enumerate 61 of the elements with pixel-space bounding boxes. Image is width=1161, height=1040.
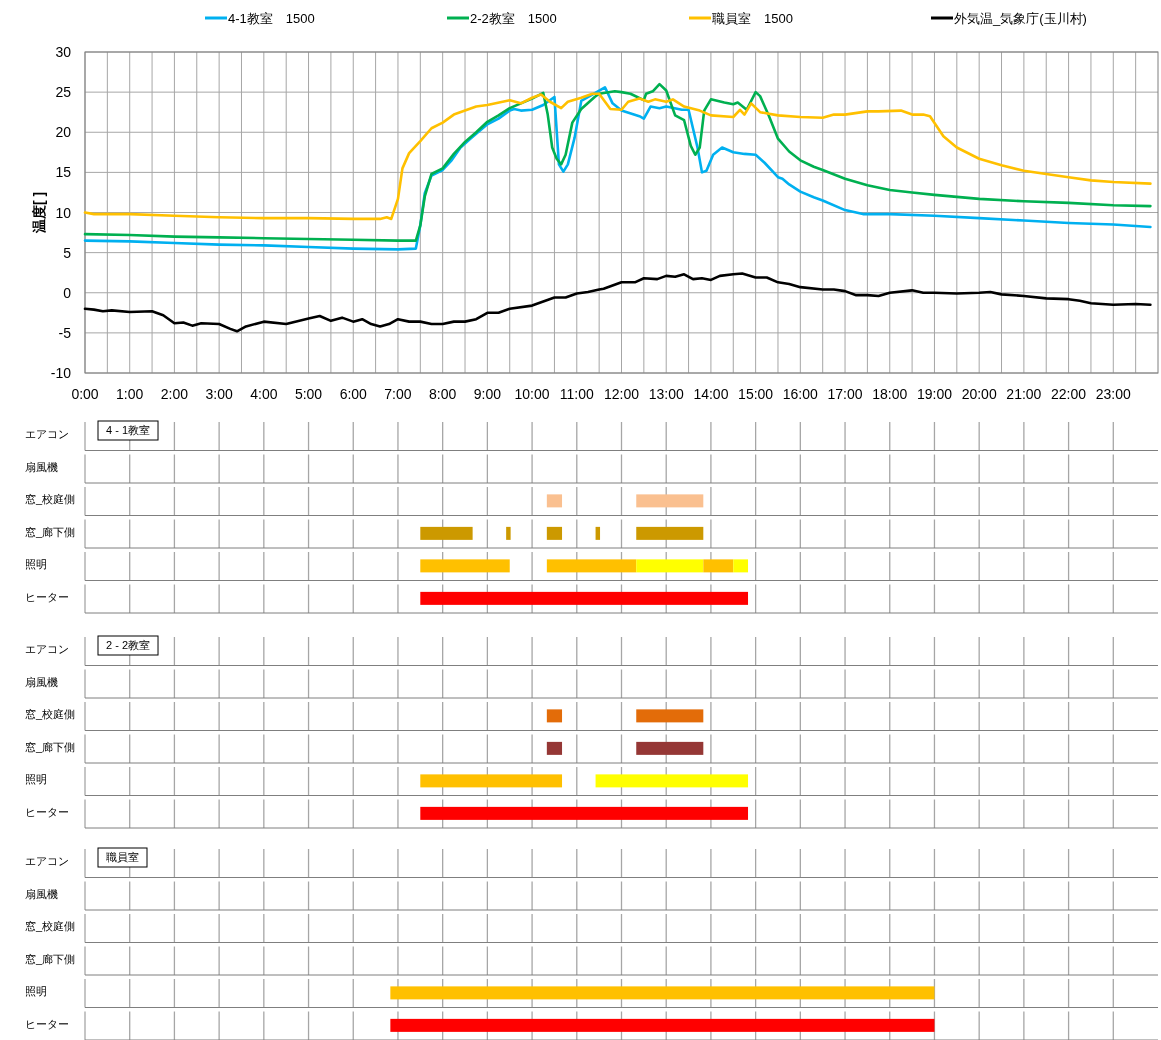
x-tick-label: 11:00	[559, 386, 594, 402]
y-tick-label: ヒーター	[25, 805, 69, 818]
legend-label: 外気温_気象庁(玉川村)	[954, 11, 1087, 26]
x-tick-label: 18:00	[872, 386, 908, 402]
y-tick-label: 照明	[25, 985, 47, 998]
x-tick-label: 5:00	[294, 386, 323, 402]
x-tick-label: 23:00	[1095, 386, 1132, 402]
x-tick-label: 16:00	[782, 386, 819, 402]
y-tick-label: 0	[63, 284, 72, 301]
y-tick-label: ヒーター	[25, 1017, 69, 1030]
y-tick-label: 窓_廊下側	[25, 525, 76, 538]
x-tick-label: 1:00	[116, 386, 144, 402]
x-tick-label: 20:00	[961, 386, 997, 402]
text: 2 - 2教室	[106, 639, 151, 651]
text: 職員室	[106, 851, 139, 863]
y-tick-label: エアコン	[25, 855, 69, 868]
x-tick-label: 15:00	[738, 386, 774, 402]
y-tick-label: 扇風機	[25, 887, 58, 900]
y-tick-label: 窓_廊下側	[25, 952, 76, 965]
y-tick-label: 扇風機	[25, 460, 58, 473]
x-tick-label: 9:00	[473, 386, 502, 402]
y-tick-label: -10	[50, 365, 72, 381]
x-tick-label: 13:00	[648, 386, 684, 402]
y-tick-label: ヒーター	[25, 590, 69, 603]
y-tick-label: 扇風機	[25, 675, 58, 688]
y-tick-label: 30	[55, 44, 72, 60]
y-tick-label: 25	[55, 84, 72, 101]
y-tick-label: 窓_廊下側	[25, 740, 76, 753]
line-series	[83, 272, 1152, 333]
x-tick-label: 8:00	[429, 386, 457, 402]
x-tick-label: 0:00	[71, 386, 99, 402]
x-tick-label: 4:00	[250, 386, 278, 402]
y-axis-title: 温度[ ]	[31, 191, 47, 235]
x-tick-label: 21:00	[1006, 386, 1042, 402]
y-tick-label: エアコン	[25, 428, 69, 441]
x-tick-label: 3:00	[205, 386, 233, 402]
y-tick-label: 窓_校庭側	[25, 920, 76, 933]
text: 4 - 1教室	[106, 424, 151, 436]
y-tick-label: 窓_校庭側	[25, 493, 76, 506]
line-series	[83, 92, 1152, 221]
x-tick-label: 17:00	[827, 386, 863, 402]
x-tick-label: 2:00	[160, 386, 189, 402]
y-tick-label: エアコン	[25, 643, 69, 656]
x-tick-label: 6:00	[339, 386, 368, 402]
legend-label: 職員室 1500	[712, 11, 793, 26]
x-tick-label: 19:00	[916, 386, 953, 402]
x-tick-label: 7:00	[384, 386, 412, 402]
y-tick-label: 15	[55, 164, 72, 181]
x-tick-label: 10:00	[514, 386, 550, 402]
y-tick-label: 窓_校庭側	[25, 708, 76, 721]
y-tick-label: 10	[55, 204, 72, 221]
y-tick-label: 照明	[25, 773, 47, 786]
y-tick-label: 5	[63, 244, 72, 261]
y-tick-label: -5	[58, 324, 72, 341]
legend-label: 4-1教室 1500	[228, 11, 315, 26]
x-tick-label: 12:00	[603, 386, 640, 402]
y-tick-label: 照明	[25, 558, 47, 571]
y-tick-label: 20	[55, 124, 72, 141]
x-tick-label: 22:00	[1051, 386, 1087, 402]
x-tick-label: 14:00	[693, 386, 729, 402]
legend-label: 2-2教室 1500	[470, 11, 557, 26]
